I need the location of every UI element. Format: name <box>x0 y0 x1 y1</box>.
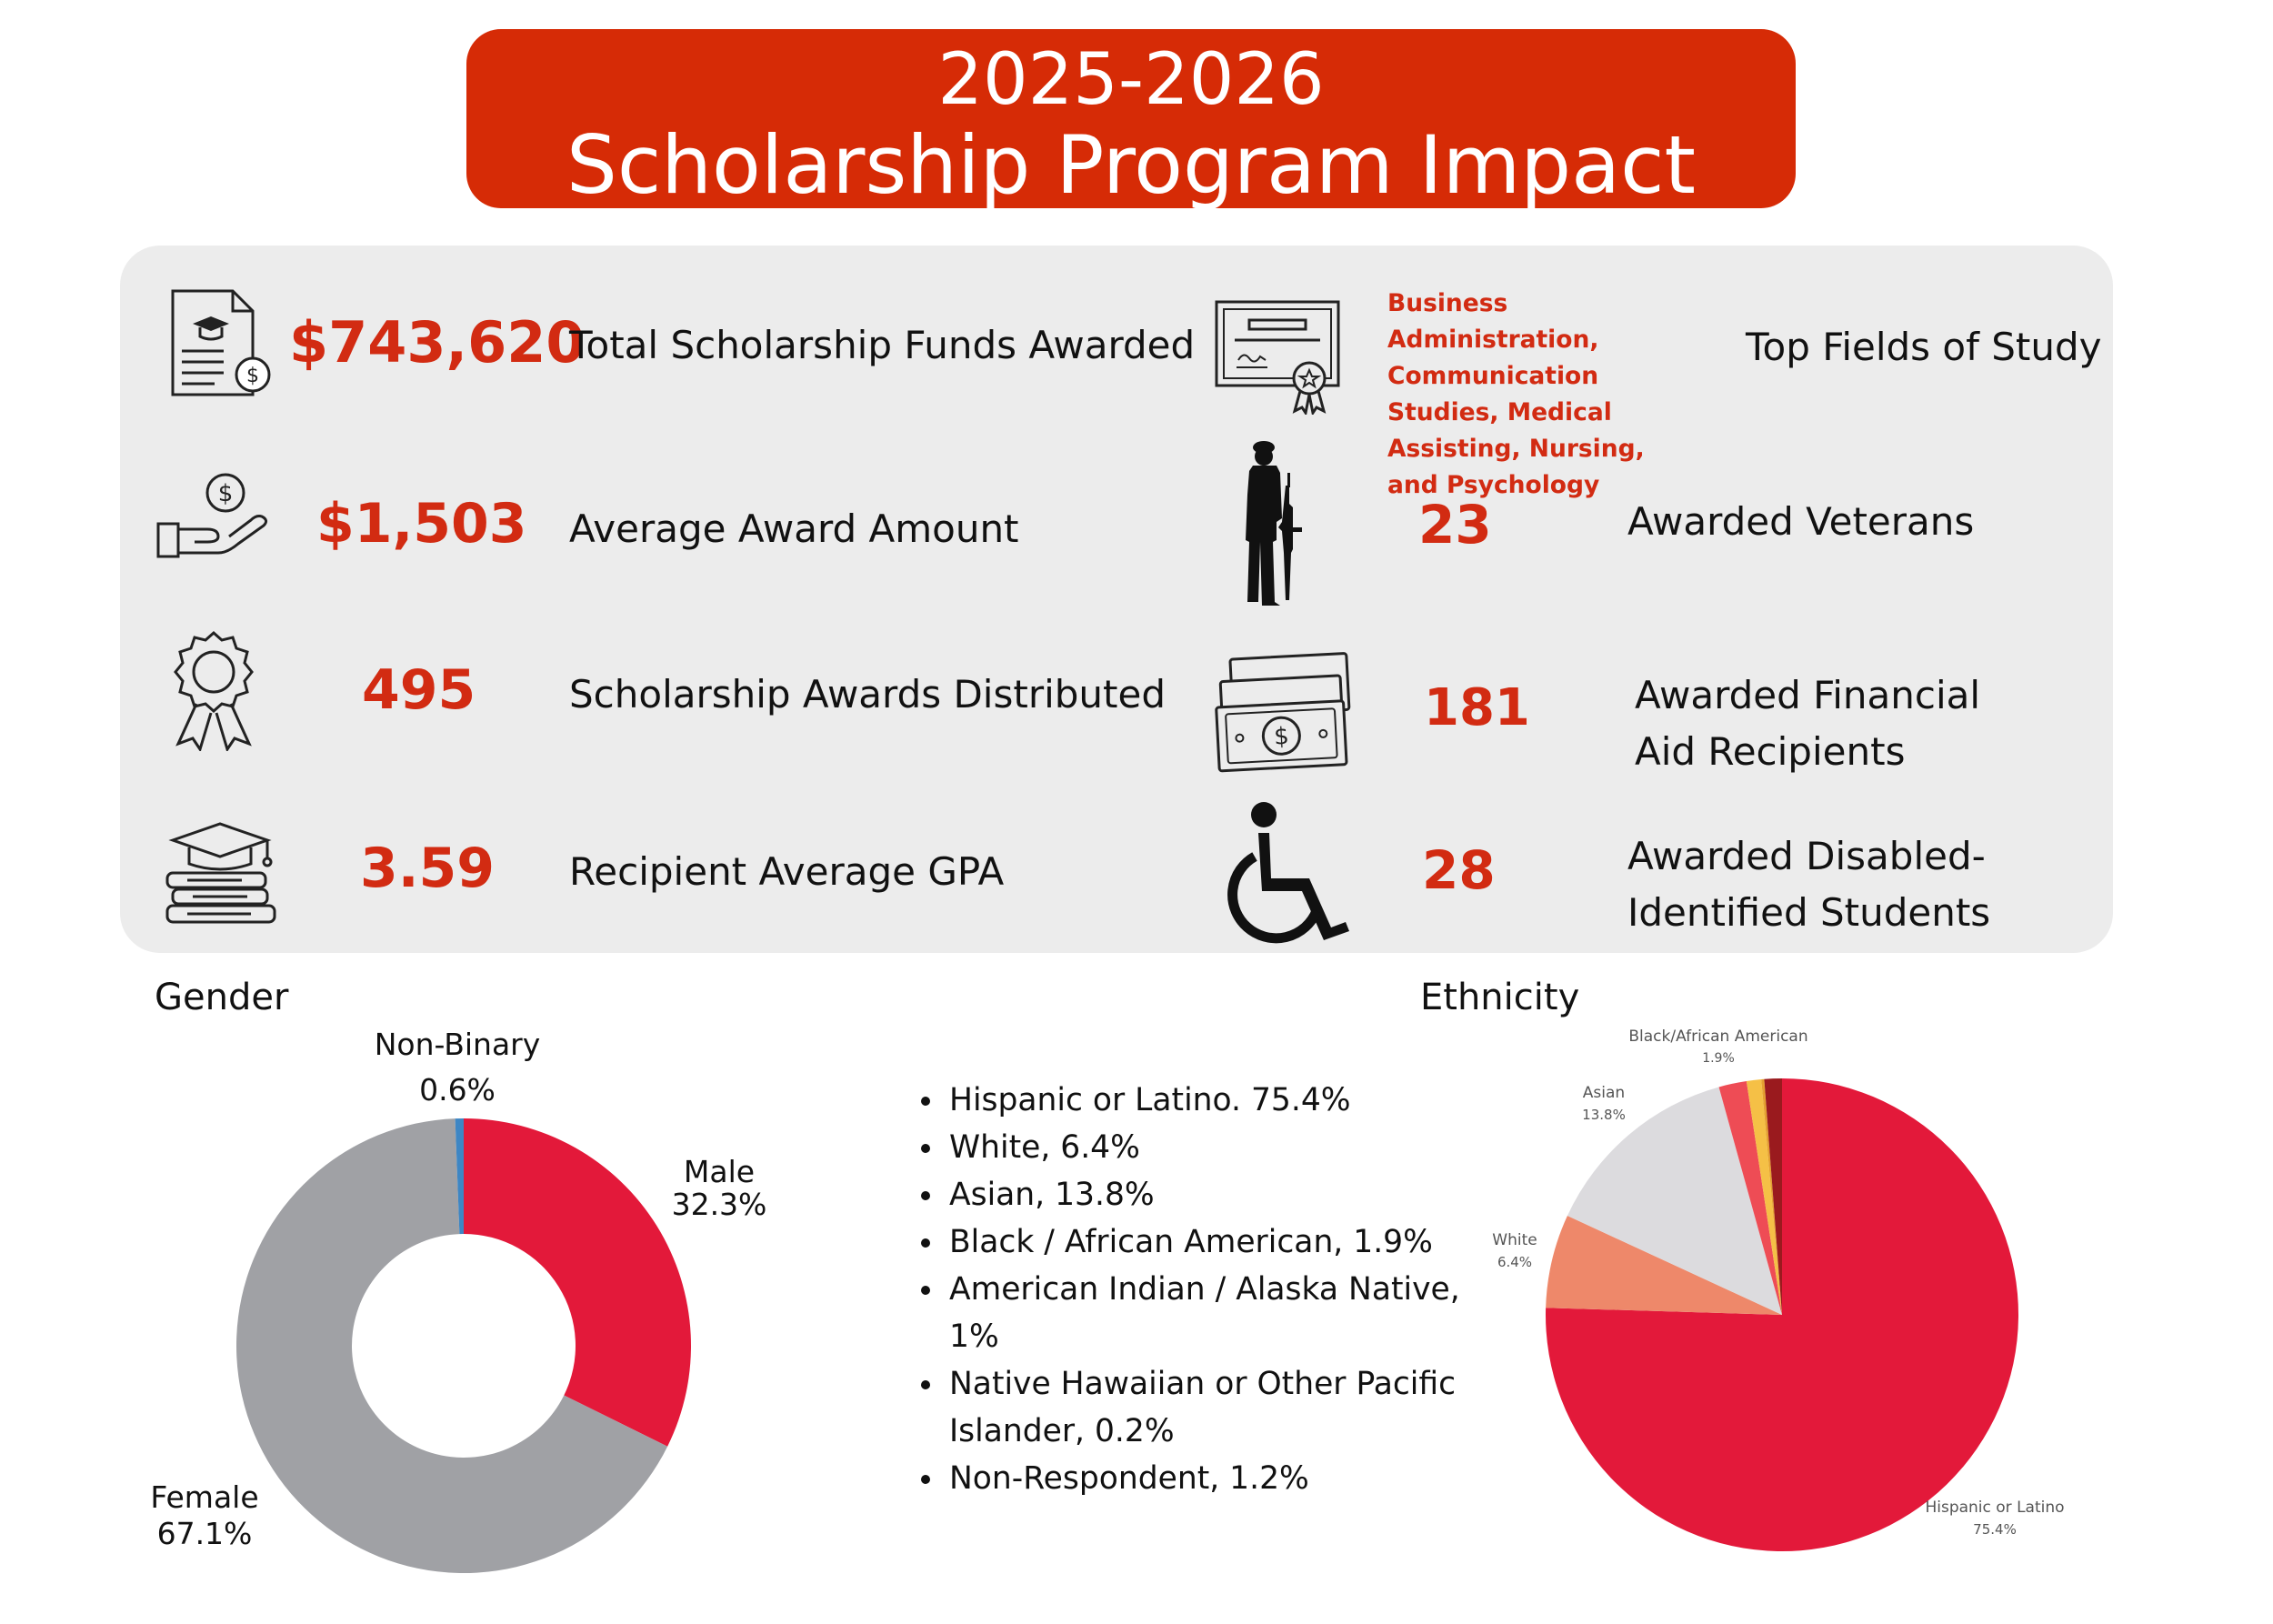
male-label: Male 32.3% <box>660 1149 778 1228</box>
hispanic-slice-pct: 75.4% <box>1973 1521 2017 1538</box>
asian-slice-label: Asian 13.8% <box>1575 1082 1633 1126</box>
female-name: Female <box>150 1479 259 1515</box>
black-slice-name: Black/African American <box>1628 1028 1808 1046</box>
funds-value: $743,620 <box>289 309 586 376</box>
pie-slice-male <box>464 1118 691 1447</box>
funds-label: Total Scholarship Funds Awarded <box>569 323 1196 367</box>
male-pct: 32.3% <box>671 1187 767 1222</box>
hispanic-slice-label: Hispanic or Latino 75.4% <box>1913 1497 2077 1540</box>
gpa-value: 3.59 <box>360 837 496 900</box>
list-item: White, 6.4% <box>946 1124 1482 1171</box>
average-value: $1,503 <box>316 492 527 556</box>
list-item: American Indian / Alaska Native, 1% <box>946 1266 1482 1360</box>
asian-slice-pct: 13.8% <box>1582 1107 1626 1123</box>
gender-heading: Gender <box>155 977 289 1018</box>
ethnicity-list: Hispanic or Latino. 75.4% White, 6.4% As… <box>900 1077 1482 1502</box>
list-item: Asian, 13.8% <box>946 1171 1482 1218</box>
list-item: Native Hawaiian or Other Pacific Islande… <box>946 1360 1482 1455</box>
disabled-value: 28 <box>1422 839 1496 901</box>
fields-label: Top Fields of Study <box>1746 325 2102 369</box>
ethnicity-heading: Ethnicity <box>1420 977 1580 1018</box>
pie-slice-black-african-american <box>1718 1080 1782 1315</box>
pie-slice-native-hawaiian-or-other-pacific-islander <box>1761 1078 1782 1315</box>
awards-label: Scholarship Awards Distributed <box>569 672 1167 717</box>
title-banner: 2025-2026 Scholarship Program Impact <box>466 29 1796 212</box>
white-slice-pct: 6.4% <box>1497 1254 1533 1270</box>
awards-value: 495 <box>362 658 476 722</box>
hand-money-icon: $ <box>156 473 268 558</box>
veterans-value: 23 <box>1418 494 1492 556</box>
white-slice-name: White <box>1492 1231 1537 1249</box>
male-name: Male <box>683 1154 756 1189</box>
fields-value: Business Administration, Communication S… <box>1387 289 1645 499</box>
list-item: Black / African American, 1.9% <box>946 1218 1482 1266</box>
stats-panel <box>120 246 2113 953</box>
wheelchair-icon <box>1227 802 1349 944</box>
graduation-books-icon <box>165 822 276 924</box>
pie-slice-asian <box>1567 1087 1782 1315</box>
average-label: Average Award Amount <box>569 506 1019 551</box>
veterans-label: Awarded Veterans <box>1627 499 1975 544</box>
finaid-label: Awarded Financial Aid Recipients <box>1635 673 1981 774</box>
svg-text:$: $ <box>246 365 259 387</box>
pie-slice-non-binary <box>455 1118 464 1235</box>
gpa-label: Recipient Average GPA <box>569 849 1005 894</box>
scholarship-document-icon: $ <box>171 289 271 396</box>
award-ribbon-icon <box>174 630 254 751</box>
certificate-icon <box>1215 300 1340 415</box>
black-slice-label: Black/African American 1.9% <box>1618 1026 1818 1069</box>
pie-slice-american-indian-alaska-native <box>1746 1079 1782 1315</box>
svg-text:$: $ <box>218 480 234 507</box>
banner-year: 2025-2026 <box>937 39 1325 121</box>
female-label: Female 67.1% <box>136 1475 273 1557</box>
ethnicity-pie-chart <box>1546 1078 2018 1552</box>
gender-donut-chart <box>236 1118 691 1573</box>
nonbinary-pct: 0.6% <box>419 1072 496 1108</box>
black-slice-pct: 1.9% <box>1702 1051 1735 1066</box>
nonbinary-name: Non-Binary <box>374 1027 541 1062</box>
soldier-icon <box>1246 441 1302 606</box>
female-pct: 67.1% <box>156 1516 253 1551</box>
pie-slice-non-respondent <box>1764 1078 1782 1315</box>
white-slice-label: White 6.4% <box>1486 1229 1544 1273</box>
pie-slice-hispanic-or-latino <box>1546 1078 2018 1552</box>
svg-text:$: $ <box>1273 723 1289 751</box>
disabled-label: Awarded Disabled-Identified Students <box>1627 834 1991 935</box>
list-item: Hispanic or Latino. 75.4% <box>946 1077 1482 1124</box>
asian-slice-name: Asian <box>1582 1084 1626 1102</box>
pie-slice-female <box>236 1118 668 1573</box>
list-item: Non-Respondent, 1.2% <box>946 1455 1482 1502</box>
finaid-value: 181 <box>1424 678 1530 737</box>
pie-slice-white <box>1546 1216 1782 1315</box>
page-title: Scholarship Program Impact <box>566 118 1696 212</box>
hispanic-slice-name: Hispanic or Latino <box>1925 1499 2065 1517</box>
nonbinary-label: Non-Binary 0.6% <box>362 1022 553 1113</box>
cash-bills-icon: $ <box>1215 652 1351 773</box>
